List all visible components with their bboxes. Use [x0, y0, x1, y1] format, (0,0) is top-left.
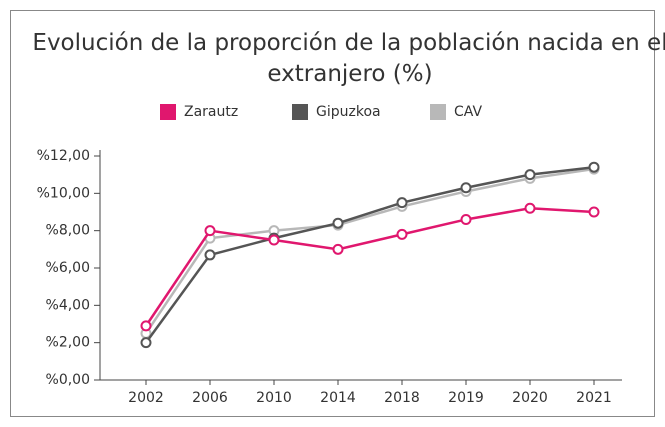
y-tick-label: %0,00 — [46, 372, 90, 388]
legend-label: Gipuzkoa — [316, 104, 381, 120]
y-tick-label: %2,00 — [46, 335, 90, 351]
x-tick-label: 2014 — [320, 390, 356, 406]
point — [332, 217, 344, 229]
y-tick-label: %6,00 — [46, 260, 90, 276]
chart-title: Evolución de la proporción de la poblaci… — [32, 30, 665, 87]
x-tick-label: 2021 — [576, 390, 612, 406]
point — [204, 249, 216, 261]
point — [588, 161, 600, 173]
x-tick-label: 2002 — [128, 390, 164, 406]
legend-swatch — [430, 104, 446, 120]
point — [460, 182, 472, 194]
series-line — [144, 167, 595, 335]
point — [140, 337, 152, 349]
series-line — [144, 165, 595, 344]
legend-swatch — [292, 104, 308, 120]
x-tick-label: 2018 — [384, 390, 420, 406]
point — [140, 320, 152, 332]
x-tick-label: 2020 — [512, 390, 548, 406]
point — [524, 202, 536, 214]
point — [396, 228, 408, 240]
point — [460, 213, 472, 225]
point — [524, 169, 536, 181]
y-tick-label: %12,00 — [37, 148, 90, 164]
legend-label: Zarautz — [184, 104, 238, 120]
y-tick-label: %8,00 — [46, 223, 90, 239]
y-tick-label: %10,00 — [37, 185, 90, 201]
x-tick-label: 2006 — [192, 390, 228, 406]
x-tick-label: 2019 — [448, 390, 484, 406]
point — [396, 197, 408, 209]
point — [588, 206, 600, 218]
y-tick-label: %4,00 — [46, 297, 90, 313]
series-line — [144, 207, 595, 327]
legend-swatch — [160, 104, 176, 120]
frame — [10, 10, 655, 417]
point — [332, 243, 344, 255]
legend-label: CAV — [454, 104, 482, 120]
point — [204, 225, 216, 237]
point — [268, 234, 280, 246]
x-tick-label: 2010 — [256, 390, 292, 406]
